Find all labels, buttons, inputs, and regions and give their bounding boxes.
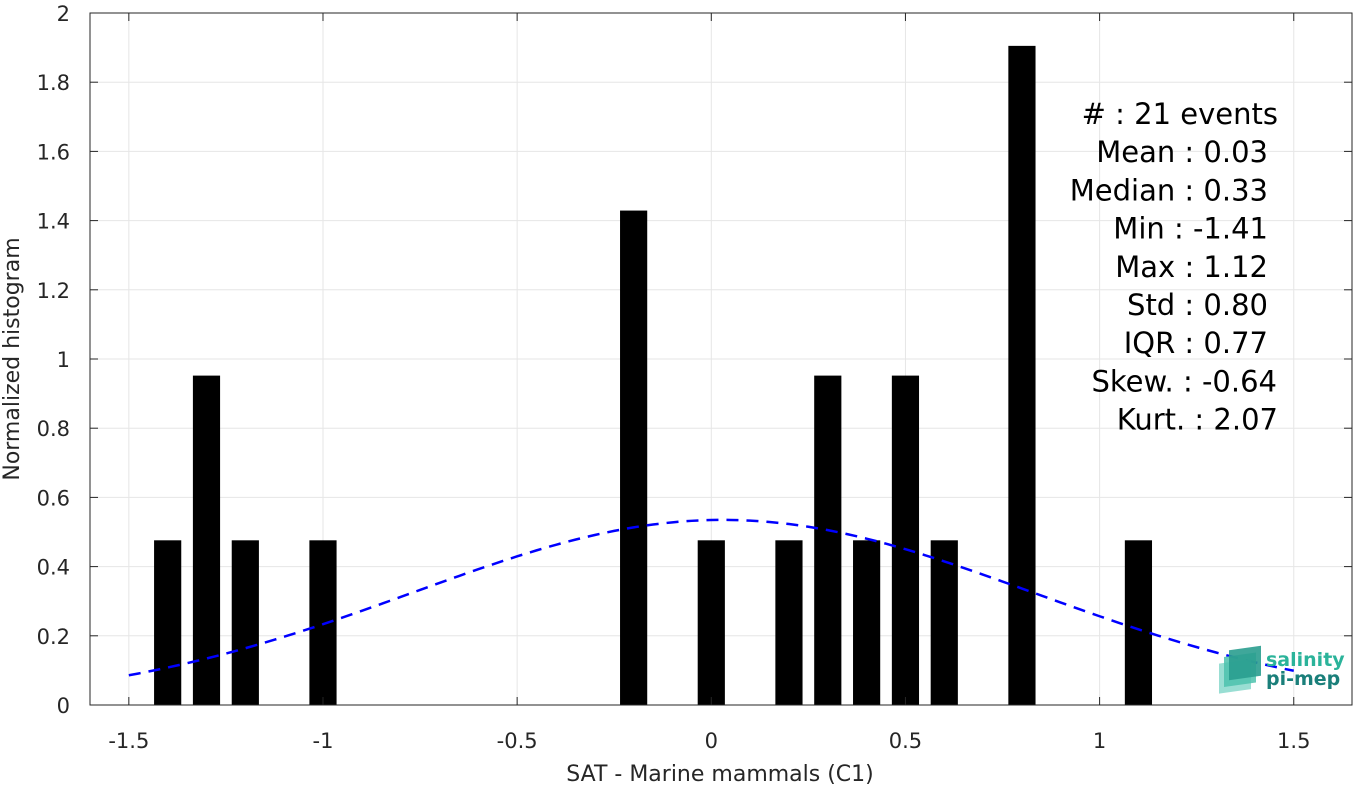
x-axis-label: SAT - Marine mammals (C1): [566, 762, 874, 785]
histogram-bar: [231, 540, 259, 705]
y-tick-label: 1.6: [37, 140, 70, 164]
logo-line1: salinity: [1266, 649, 1345, 671]
y-tick-label: 1: [57, 348, 70, 372]
histogram-bar: [930, 540, 958, 705]
histogram-bar: [1008, 45, 1036, 706]
y-tick-label: 0.2: [37, 625, 70, 649]
y-tick-label: 0.6: [37, 486, 70, 510]
stat-annotation: Median : 0.33: [1070, 173, 1268, 207]
y-tick-label: 1.2: [37, 279, 70, 303]
histogram-bar: [891, 375, 920, 705]
y-axis-label: Normalized histogram: [0, 237, 25, 480]
y-tick-label: 0.8: [37, 417, 70, 441]
bars: [154, 45, 1153, 706]
logo-mark-icon: [1219, 645, 1261, 694]
x-tick-label: 0.5: [889, 729, 922, 753]
histogram-bar: [154, 540, 182, 705]
stat-annotation: Std : 0.80: [1127, 288, 1268, 322]
stat-annotation: Kurt. : 2.07: [1117, 403, 1278, 437]
x-tick-label: -0.5: [497, 729, 538, 753]
y-tick-label: 1.8: [37, 71, 70, 95]
stat-annotation: Max : 1.12: [1115, 250, 1268, 284]
x-tick-label: 0: [705, 729, 718, 753]
histogram-bar: [814, 375, 842, 705]
stat-annotation: Min : -1.41: [1113, 212, 1268, 246]
stat-annotation: Skew. : -0.64: [1091, 364, 1277, 398]
y-tick-label: 0: [57, 694, 70, 718]
stat-annotation: IQR : 0.77: [1124, 326, 1268, 360]
histogram-bar: [309, 540, 337, 705]
histogram-bar: [1124, 540, 1153, 705]
x-tick-label: 1.5: [1277, 729, 1310, 753]
histogram-bar: [192, 375, 221, 705]
fit-curve-group: [128, 518, 1295, 677]
x-tick-label: -1: [313, 729, 334, 753]
stats-box: # : 21 events Mean : 0.03 Median : 0.33 Min…: [1070, 97, 1278, 437]
y-tick-label: 1.4: [37, 210, 70, 234]
normal-fit-curve: [128, 518, 1295, 677]
y-tick-label: 2: [57, 2, 70, 26]
y-tick-label: 0.4: [37, 556, 70, 580]
histogram-bar: [620, 210, 648, 706]
x-tick-label: 1: [1093, 729, 1106, 753]
histogram-bar: [775, 540, 803, 705]
x-tick-label: -1.5: [108, 729, 149, 753]
histogram-bar: [853, 540, 881, 705]
logo-line2: pi-mep: [1266, 668, 1340, 690]
stat-annotation: # : 21 events: [1082, 97, 1278, 131]
axis-ticks: -1.5 -1 -0.5 0 0.5 1 1.5 0 0.2 0.4 0.6 0.8 1 1.2 1.4 1.…: [37, 2, 1352, 753]
stat-annotation: Mean : 0.03: [1096, 135, 1268, 169]
histogram-bar: [697, 540, 725, 705]
salinity-pimep-logo: salinity pi-mep: [1219, 645, 1345, 694]
